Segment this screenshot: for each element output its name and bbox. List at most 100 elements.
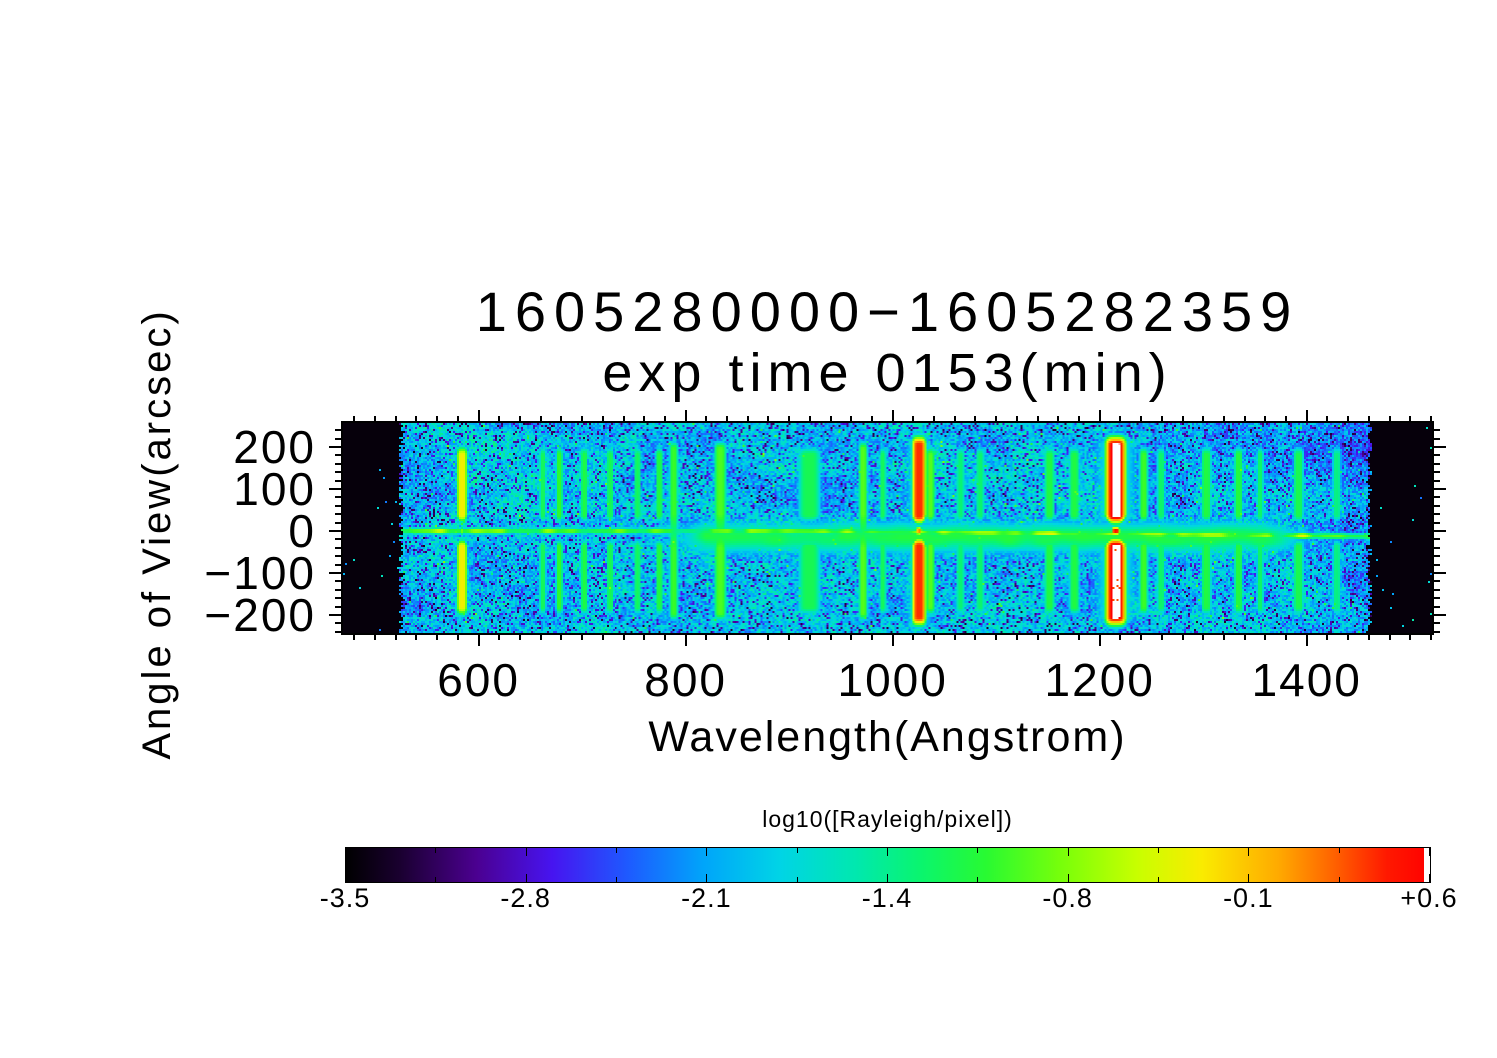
y-minor-tick	[335, 563, 341, 566]
x-minor-tick	[933, 635, 936, 640]
x-minor-tick-top	[933, 416, 936, 421]
x-minor-tick	[1347, 635, 1350, 640]
x-minor-tick-top	[622, 416, 625, 421]
x-minor-tick	[1078, 635, 1080, 640]
x-minor-tick-top	[456, 416, 459, 421]
x-minor-tick	[560, 635, 563, 640]
colorbar	[345, 847, 1431, 883]
x-minor-tick-top	[394, 416, 397, 421]
x-minor-tick-top	[974, 416, 977, 421]
x-minor-tick-top	[374, 416, 377, 421]
y-minor-tick	[335, 496, 341, 499]
x-minor-tick	[788, 635, 791, 640]
y-minor-tick	[335, 588, 341, 591]
x-minor-tick	[415, 635, 418, 640]
x-minor-tick	[705, 635, 708, 640]
y-minor-tick-right	[1434, 437, 1440, 440]
x-minor-tick	[726, 635, 729, 640]
colorbar-tick	[977, 848, 979, 853]
colorbar-tick-bottom	[345, 874, 346, 882]
x-minor-tick	[1285, 635, 1288, 640]
x-major-tick	[477, 635, 480, 646]
x-minor-tick	[394, 635, 397, 640]
colorbar-tick-bottom	[435, 877, 437, 882]
x-minor-tick-top	[788, 416, 791, 421]
x-minor-tick-top	[912, 416, 915, 421]
x-minor-tick-top	[1347, 416, 1350, 421]
x-minor-tick-top	[498, 416, 501, 421]
x-minor-tick-top	[995, 416, 998, 421]
colorbar-tick	[1067, 848, 1069, 856]
x-tick-label: 600	[437, 654, 520, 706]
y-minor-tick-right	[1434, 538, 1440, 541]
colorbar-tick-bottom	[796, 877, 798, 882]
colorbar-tick-label: -0.8	[1042, 883, 1093, 913]
x-minor-tick-top	[1429, 416, 1432, 421]
y-minor-tick-right	[1434, 580, 1440, 583]
x-minor-tick	[1160, 635, 1163, 640]
colorbar-title: log10([Rayleigh/pixel])	[762, 806, 1013, 832]
x-minor-tick	[953, 635, 956, 640]
x-minor-tick	[1015, 635, 1018, 640]
colorbar-tick-bottom	[1248, 874, 1250, 882]
colorbar-white-cap	[1424, 848, 1430, 882]
colorbar-tick	[796, 848, 798, 853]
y-minor-tick	[335, 546, 341, 549]
colorbar-tick-label: -2.1	[681, 883, 732, 913]
y-major-tick-right	[1434, 529, 1446, 532]
x-minor-tick	[1036, 635, 1039, 640]
colorbar-tick-label: -3.5	[319, 883, 371, 913]
x-major-tick	[1305, 635, 1308, 646]
x-minor-tick	[1243, 635, 1246, 640]
colorbar-tick	[1158, 848, 1159, 853]
x-major-tick-top	[1305, 410, 1308, 421]
x-minor-tick-top	[519, 416, 521, 421]
x-minor-tick	[498, 635, 501, 640]
colorbar-tick-bottom	[1067, 874, 1069, 882]
colorbar-tick	[706, 848, 708, 856]
y-major-tick	[329, 571, 341, 574]
y-minor-tick-right	[1434, 588, 1440, 591]
x-minor-tick	[374, 635, 377, 640]
x-minor-tick	[581, 635, 584, 640]
x-minor-tick	[1140, 635, 1143, 640]
spectrogram-heatmap	[343, 423, 1432, 633]
x-minor-tick-top	[601, 416, 604, 421]
x-minor-tick	[622, 635, 625, 640]
x-minor-tick	[995, 635, 998, 640]
x-minor-tick-top	[850, 416, 853, 421]
x-minor-tick	[1388, 635, 1391, 640]
x-minor-tick-top	[1222, 416, 1225, 421]
x-tick-label: 800	[644, 654, 728, 706]
y-major-tick-right	[1434, 445, 1446, 448]
colorbar-tick	[345, 848, 346, 856]
x-tick-label: 1000	[837, 654, 948, 706]
colorbar-tick-bottom	[977, 877, 979, 882]
x-minor-tick-top	[870, 416, 873, 421]
colorbar-tick	[435, 848, 437, 853]
colorbar-tick-bottom	[706, 874, 708, 882]
x-minor-tick-top	[436, 416, 439, 421]
x-minor-tick-top	[726, 416, 729, 421]
colorbar-tick-label: -0.1	[1223, 883, 1274, 913]
plot-area	[341, 421, 1434, 635]
colorbar-tick	[1429, 848, 1430, 856]
x-minor-tick-top	[581, 416, 584, 421]
x-minor-tick-top	[643, 416, 646, 421]
y-tick-label: −100	[204, 546, 316, 599]
x-minor-tick	[1202, 635, 1205, 640]
x-minor-tick-top	[767, 416, 770, 421]
x-minor-tick	[663, 635, 666, 640]
colorbar-tick-bottom	[887, 874, 888, 882]
y-minor-tick-right	[1434, 555, 1440, 558]
x-minor-tick	[539, 635, 542, 640]
y-minor-tick	[335, 605, 341, 608]
y-minor-tick	[335, 555, 341, 558]
colorbar-tick-label: -1.4	[861, 883, 913, 913]
y-major-tick	[329, 445, 341, 448]
y-minor-tick	[335, 597, 341, 600]
x-tick-label: 1400	[1251, 654, 1362, 706]
y-tick-label: 0	[288, 504, 316, 557]
x-minor-tick-top	[1202, 416, 1205, 421]
x-minor-tick-top	[1181, 416, 1184, 421]
